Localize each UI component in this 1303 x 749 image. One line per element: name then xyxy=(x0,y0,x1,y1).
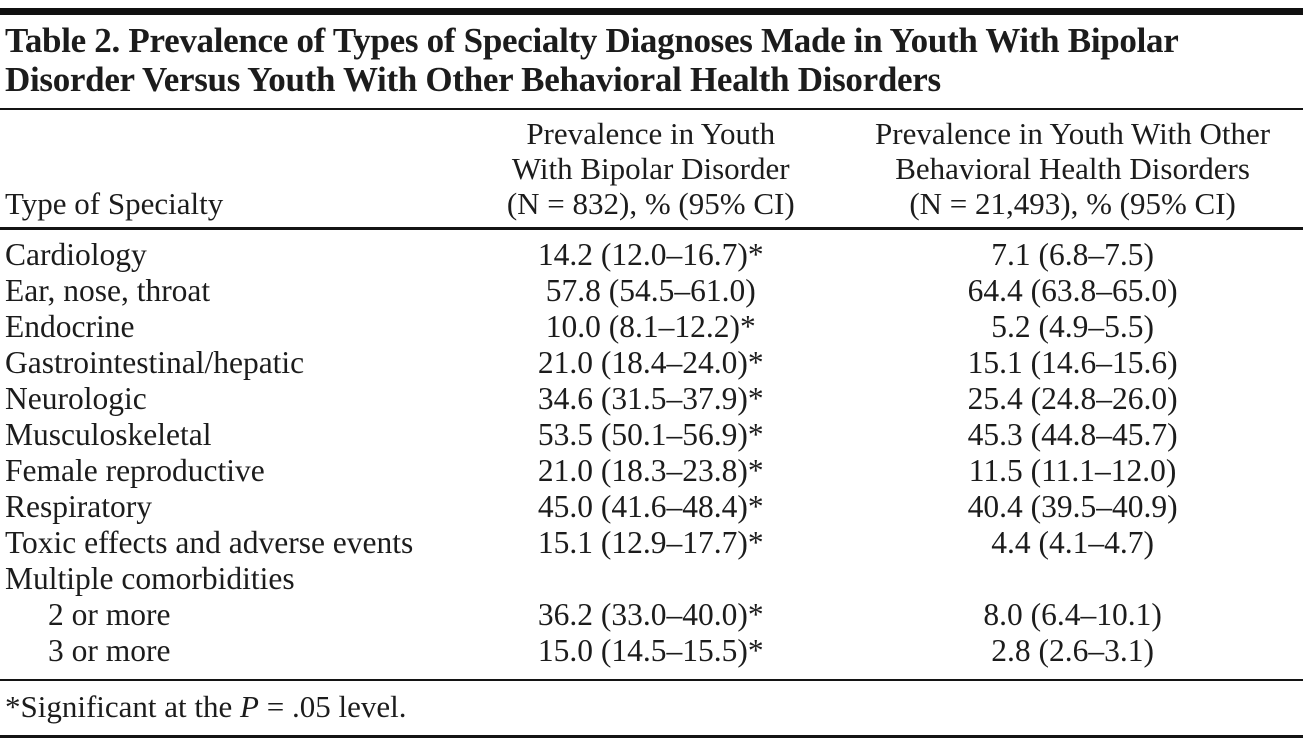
header-line: Prevalence in Youth With Other xyxy=(875,116,1271,152)
row-other-value: 11.5 (11.1–12.0) xyxy=(968,453,1177,489)
row-other-value xyxy=(842,561,1303,597)
header-line: With Bipolar Disorder xyxy=(511,151,790,187)
footnote-prefix: *Significant at the xyxy=(5,689,241,725)
table-row: Multiple comorbidities xyxy=(0,561,1303,597)
row-specialty-label: Multiple comorbidities xyxy=(5,561,295,597)
row-specialty-label: Ear, nose, throat xyxy=(5,273,211,309)
table-row: Ear, nose, throat 57.8 (54.5–61.0) 64.4 … xyxy=(0,273,1303,309)
prevalence-table: Type of Specialty Prevalence in Youth Wit… xyxy=(0,110,1303,679)
header-row: Type of Specialty Prevalence in Youth Wit… xyxy=(0,110,1303,231)
bottom-border xyxy=(0,735,1303,739)
row-bipolar-value: 14.2 (12.0–16.7)* xyxy=(537,237,764,273)
table-row: Endocrine 10.0 (8.1–12.2)* 5.2 (4.9–5.5) xyxy=(0,309,1303,345)
table-top-bar xyxy=(0,8,1303,15)
row-bipolar-value: 57.8 (54.5–61.0) xyxy=(545,273,756,309)
row-specialty-label: 2 or more xyxy=(48,597,171,633)
table-row: Toxic effects and adverse events 15.1 (1… xyxy=(0,525,1303,561)
row-specialty-label: Cardiology xyxy=(5,237,147,273)
row-specialty-label: Musculoskeletal xyxy=(5,417,212,453)
row-other-value: 8.0 (6.4–10.1) xyxy=(983,597,1162,633)
column-header-bipolar: Prevalence in Youth With Bipolar Disorder… xyxy=(459,110,843,231)
table-row: Cardiology 14.2 (12.0–16.7)* 7.1 (6.8–7.… xyxy=(0,229,1303,274)
footnote-p-value-symbol: P xyxy=(240,689,259,725)
row-bipolar-value xyxy=(459,561,842,597)
table-row: 2 or more 36.2 (33.0–40.0)* 8.0 (6.4–10.… xyxy=(0,597,1303,633)
row-specialty-label: Endocrine xyxy=(5,309,135,345)
header-line: (N = 832), % (95% CI) xyxy=(506,186,795,222)
row-bipolar-value: 21.0 (18.3–23.8)* xyxy=(537,453,764,489)
row-other-value: 25.4 (24.8–26.0) xyxy=(967,381,1178,417)
header-line: Prevalence in Youth xyxy=(526,116,776,152)
column-header-other-disorders: Prevalence in Youth With Other Behavioral… xyxy=(842,110,1303,231)
row-bipolar-value: 53.5 (50.1–56.9)* xyxy=(537,417,764,453)
row-specialty-label: Female reproductive xyxy=(5,453,265,489)
row-bipolar-value: 15.1 (12.9–17.7)* xyxy=(537,525,764,561)
table-row: Gastrointestinal/hepatic 21.0 (18.4–24.0… xyxy=(0,345,1303,381)
row-bipolar-value: 15.0 (14.5–15.5)* xyxy=(537,633,764,669)
row-specialty-label: Neurologic xyxy=(5,381,147,417)
table-row: 3 or more 15.0 (14.5–15.5)* 2.8 (2.6–3.1… xyxy=(0,633,1303,679)
header-line: Behavioral Health Disorders xyxy=(895,151,1250,187)
row-specialty-label: Gastrointestinal/hepatic xyxy=(5,345,305,381)
row-other-value: 40.4 (39.5–40.9) xyxy=(967,489,1178,525)
table-row: Female reproductive 21.0 (18.3–23.8)* 11… xyxy=(0,453,1303,489)
table-row: Musculoskeletal 53.5 (50.1–56.9)* 45.3 (… xyxy=(0,417,1303,453)
row-other-value: 7.1 (6.8–7.5) xyxy=(991,237,1154,273)
row-other-value: 64.4 (63.8–65.0) xyxy=(967,273,1178,309)
row-bipolar-value: 36.2 (33.0–40.0)* xyxy=(537,597,764,633)
table-row: Respiratory 45.0 (41.6–48.4)* 40.4 (39.5… xyxy=(0,489,1303,525)
row-bipolar-value: 10.0 (8.1–12.2)* xyxy=(545,309,756,345)
footnote-divider xyxy=(0,679,1303,682)
table-title-line-1: Table 2. Prevalence of Types of Specialt… xyxy=(5,21,1179,60)
column-header-type-of-specialty: Type of Specialty xyxy=(0,110,460,231)
row-bipolar-value: 45.0 (41.6–48.4)* xyxy=(537,489,764,525)
row-other-value: 5.2 (4.9–5.5) xyxy=(991,309,1154,345)
row-other-value: 15.1 (14.6–15.6) xyxy=(967,345,1178,381)
footnote-suffix: = .05 level. xyxy=(258,689,407,725)
row-other-value: 45.3 (44.8–45.7) xyxy=(967,417,1178,453)
header-line: (N = 21,493), % (95% CI) xyxy=(909,186,1236,222)
table-row: Neurologic 34.6 (31.5–37.9)* 25.4 (24.8–… xyxy=(0,381,1303,417)
row-bipolar-value: 21.0 (18.4–24.0)* xyxy=(537,345,764,381)
row-bipolar-value: 34.6 (31.5–37.9)* xyxy=(537,381,764,417)
row-specialty-label: Respiratory xyxy=(5,489,152,525)
header-line: Type of Specialty xyxy=(5,186,224,222)
table-title: Table 2. Prevalence of Types of Specialt… xyxy=(0,15,1303,111)
row-other-value: 2.8 (2.6–3.1) xyxy=(991,633,1154,669)
row-specialty-label: Toxic effects and adverse events xyxy=(5,525,414,561)
table-body: Cardiology 14.2 (12.0–16.7)* 7.1 (6.8–7.… xyxy=(0,229,1303,680)
row-specialty-label: 3 or more xyxy=(48,633,171,669)
significance-footnote: *Significant at the P = .05 level. xyxy=(0,681,1303,735)
table-header: Type of Specialty Prevalence in Youth Wit… xyxy=(0,110,1303,231)
table-title-line-2: Disorder Versus Youth With Other Behavio… xyxy=(5,60,941,100)
row-other-value: 4.4 (4.1–4.7) xyxy=(991,525,1154,561)
